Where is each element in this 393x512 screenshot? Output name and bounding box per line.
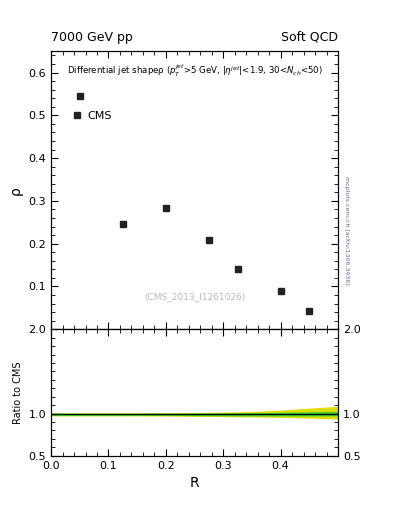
CMS <box>278 288 283 294</box>
CMS <box>207 237 211 243</box>
Y-axis label: Ratio to CMS: Ratio to CMS <box>13 361 23 424</box>
Text: Soft QCD: Soft QCD <box>281 31 338 44</box>
CMS <box>307 308 312 314</box>
Text: (CMS_2013_I1261026): (CMS_2013_I1261026) <box>144 292 245 302</box>
CMS <box>235 266 240 272</box>
X-axis label: R: R <box>190 476 199 490</box>
Text: 7000 GeV pp: 7000 GeV pp <box>51 31 133 44</box>
Text: Differential jet shapeρ ($p_{T}^{jet}$>5 GeV, $|\eta^{jet}|$<1.9, 30<$N_{ch}$<50: Differential jet shapeρ ($p_{T}^{jet}$>5… <box>66 62 323 79</box>
CMS <box>163 205 168 211</box>
CMS <box>120 221 125 227</box>
Y-axis label: ρ: ρ <box>9 186 23 195</box>
CMS <box>77 93 82 99</box>
Line: CMS: CMS <box>77 93 312 314</box>
Legend: CMS: CMS <box>68 107 116 126</box>
Text: mcplots.cern.ch [arXiv:1306.3436]: mcplots.cern.ch [arXiv:1306.3436] <box>344 176 349 285</box>
